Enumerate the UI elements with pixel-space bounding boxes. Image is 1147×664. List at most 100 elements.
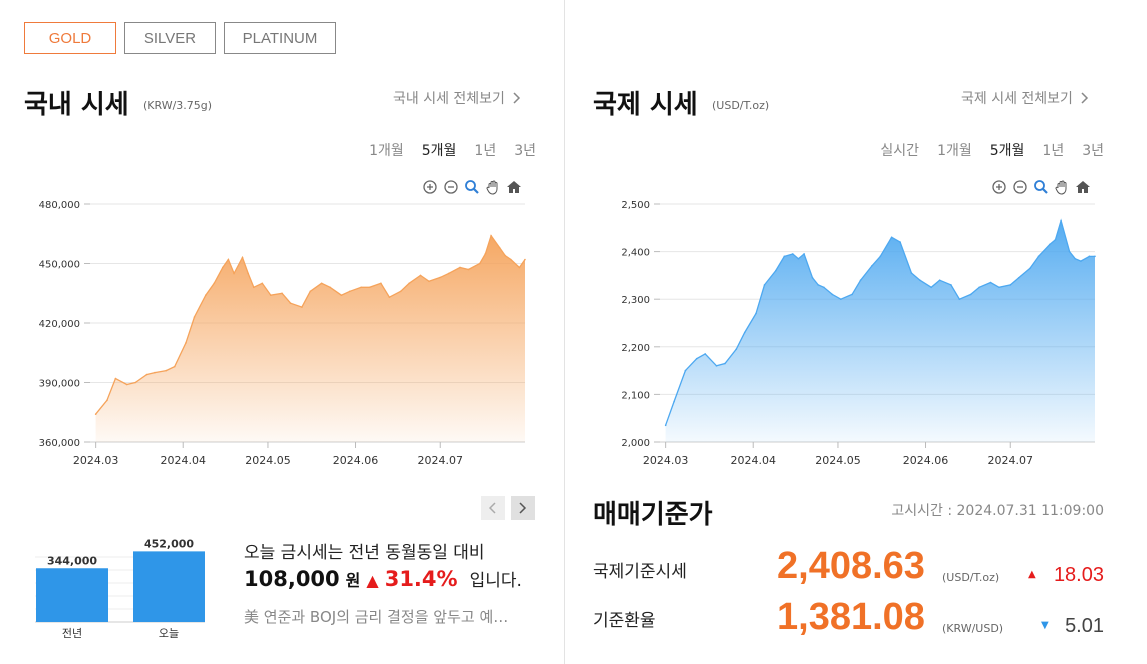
domestic-data-point [193,316,196,318]
domestic-data-point [233,272,235,275]
international-y-tick-label: 2,400 [621,248,650,259]
international-data-point [890,236,893,239]
international-data-point [839,298,842,300]
domestic-data-point [261,282,264,285]
domestic-more-label: 국내 시세 전체보기 [393,91,505,107]
zoom-out-icon[interactable] [1012,179,1028,195]
international-x-tick-label: 2024.07 [988,454,1034,467]
international-unit: (USD/T.oz) [712,99,770,112]
international-data-point [1074,257,1077,260]
international-more-label: 국제 시세 전체보기 [961,91,1073,107]
international-more-link[interactable]: 국제 시세 전체보기 [961,88,1089,108]
international-y-tick-label: 2,300 [621,295,650,306]
tab-platinum[interactable]: PLATINUM [224,22,336,54]
international-data-point [989,281,992,284]
domestic-more-link[interactable]: 국내 시세 전체보기 [393,88,521,108]
international-data-point [783,255,786,258]
home-icon[interactable] [506,179,522,195]
domestic-data-point [490,234,492,237]
international-data-point [879,255,882,258]
zoom-search-icon[interactable] [1033,179,1049,195]
international-data-point [684,369,687,372]
international-title: 국제 시세 [593,90,698,120]
international-period-3y[interactable]: 3년 [1082,143,1104,159]
news-headline[interactable]: 美 연준과 BOJ의 금리 결정을 앞두고 예… [244,608,509,626]
zoom-search-icon[interactable] [464,179,480,195]
domestic-period-1m[interactable]: 1개월 [369,143,404,159]
international-period-1y[interactable]: 1년 [1042,143,1065,159]
exchange-rate-change: 5.01 [1065,615,1104,637]
international-data-point [755,312,757,315]
tab-gold[interactable]: GOLD [24,22,116,54]
international-data-point [910,272,913,274]
international-period-realtime[interactable]: 실시간 [880,143,920,159]
domestic-data-point [467,268,470,271]
international-data-point [735,348,738,350]
domestic-data-point [185,342,187,344]
comparison-bar [133,551,205,622]
exchange-rate-label: 기준환율 [593,611,656,631]
comparison-bar-value: 344,000 [47,554,97,567]
domestic-data-point [439,276,442,279]
zoom-in-icon[interactable] [422,179,438,195]
home-icon[interactable] [1075,179,1091,195]
international-data-point [664,424,667,427]
international-data-point [1037,255,1040,258]
domestic-title: 국내 시세 [24,90,129,120]
international-period-5m[interactable]: 5개월 [989,143,1025,159]
domestic-data-point [145,373,148,376]
domestic-data-point [484,252,487,255]
international-price-chart: 2,000 2,100 2,200 2,300 2,400 2,500 2024.03 202… [621,200,1096,467]
domestic-unit: (KRW/3.75g) [143,99,213,112]
down-triangle-icon: ▼ [1041,620,1049,631]
domestic-y-tick-label: 450,000 [39,260,80,271]
international-x-tick-label: 2024.06 [903,454,949,467]
domestic-area-fill [95,235,525,442]
international-data-point [724,362,726,365]
chevron-right-icon [1081,92,1089,104]
intl-base-price-label: 국제기준시세 [593,562,687,582]
up-triangle-icon: ▲ [1028,569,1036,580]
domestic-data-point [518,266,521,269]
diff-unit: 원 [345,571,361,590]
international-data-point [938,279,941,281]
domestic-data-point [459,266,461,269]
domestic-period-1y[interactable]: 1년 [474,143,497,159]
domestic-data-point [380,282,382,285]
domestic-data-point [289,302,292,304]
domestic-data-point [388,296,391,299]
pan-hand-icon[interactable] [485,179,501,195]
international-data-point [715,365,718,367]
domestic-data-point [227,258,230,261]
international-data-point [1094,255,1096,258]
comparison-prev-button[interactable] [481,496,505,520]
domestic-data-point [524,258,526,261]
base-price-title: 매매기준가 [593,500,713,530]
international-data-point [950,284,952,286]
tab-silver[interactable]: SILVER [124,22,216,54]
international-data-point [871,265,873,267]
domestic-period-5m[interactable]: 5개월 [421,143,457,159]
zoom-in-icon[interactable] [991,179,1007,195]
domestic-data-point [479,262,481,265]
domestic-y-tick-label: 390,000 [39,379,80,390]
international-data-point [811,276,814,279]
international-data-point [695,357,698,360]
domestic-data-point [419,274,422,277]
international-data-point [1049,243,1051,246]
comparison-bar [36,568,108,622]
zoom-out-icon[interactable] [443,179,459,195]
international-data-point [978,286,980,289]
international-data-point [763,284,766,286]
domestic-data-point [510,258,512,261]
international-x-tick-label: 2024.04 [730,454,776,467]
chevron-right-icon [519,502,527,514]
comparison-bar-label: 전년 [62,627,82,640]
domestic-data-point [269,294,272,297]
domestic-period-3y[interactable]: 3년 [514,143,536,159]
domestic-data-point [114,377,117,380]
international-period-1m[interactable]: 1개월 [937,143,972,159]
domestic-data-point [329,286,331,289]
comparison-next-button[interactable] [511,496,535,520]
pan-hand-icon[interactable] [1054,179,1070,195]
